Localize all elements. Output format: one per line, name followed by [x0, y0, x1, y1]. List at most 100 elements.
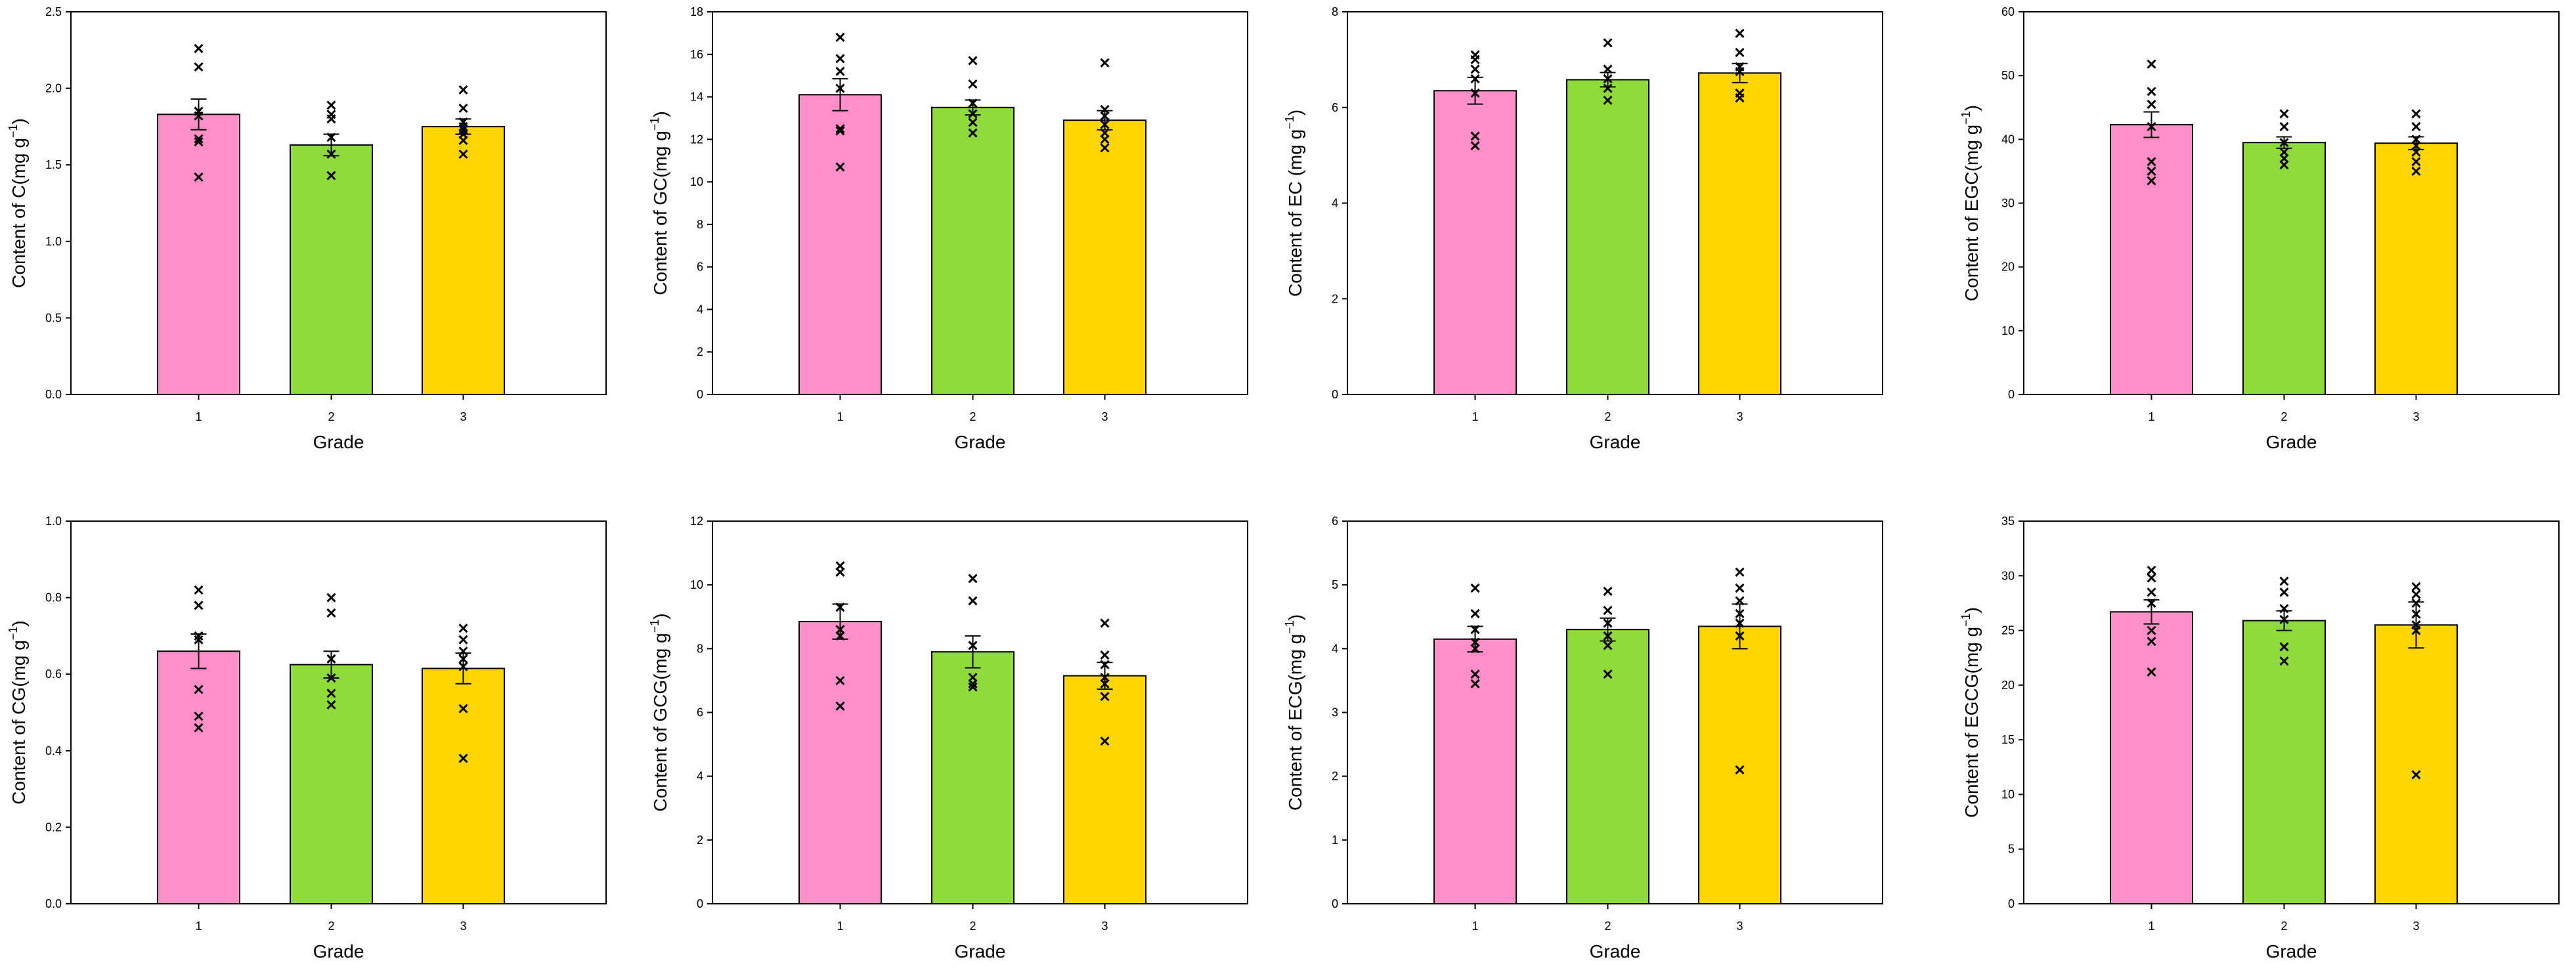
bar-grade-2	[290, 664, 373, 904]
data-point	[1735, 567, 1745, 577]
bar-grade-2	[931, 651, 1015, 904]
data-point	[968, 56, 978, 66]
data-point	[2411, 109, 2421, 119]
chart-panel-4: 0 10 20 30 40 50 60 1 2 3 Grade Content of EGC(mg g…	[1959, 5, 2560, 452]
data-point	[1603, 64, 1613, 74]
data-point	[1100, 660, 1110, 669]
data-point	[835, 83, 845, 93]
x-axis-title: Grade	[2266, 941, 2317, 962]
y-tick-label: 0	[697, 388, 703, 401]
data-point	[2411, 625, 2421, 635]
data-point	[194, 111, 204, 121]
data-point	[326, 654, 336, 664]
data-point	[835, 124, 845, 134]
data-point	[835, 631, 845, 641]
y-axis-title-exponent: −1	[1959, 111, 1973, 125]
data-point	[2279, 138, 2289, 148]
data-point	[1100, 143, 1110, 153]
bar-grade-2	[931, 106, 1015, 395]
y-tick-label: 0.8	[45, 591, 62, 604]
data-point	[968, 117, 978, 127]
y-axis-title-suffix: )	[1961, 105, 1982, 111]
data-point	[326, 700, 336, 709]
data-point	[1100, 679, 1110, 688]
data-point	[2279, 576, 2289, 586]
chart-panel-3: 0 2 4 6 8 1 2 3 Grade Content of EC (mg g−1)	[1283, 5, 1883, 452]
data-point	[458, 662, 468, 671]
data-point	[1735, 28, 1745, 38]
data-point	[194, 43, 204, 54]
data-point	[835, 162, 845, 172]
data-point	[835, 701, 845, 711]
y-tick-label: 1.5	[45, 158, 62, 171]
data-point	[458, 624, 468, 633]
y-tick-label: 2.0	[45, 82, 62, 95]
y-axis-title: Content of EC (mg g−1)	[1283, 110, 1305, 297]
data-point	[1470, 608, 1480, 618]
y-tick-label: 1.0	[45, 235, 62, 248]
bar-grade-3	[1698, 625, 1781, 904]
x-axis-title: Grade	[2266, 432, 2317, 452]
x-tick-label: 2	[2281, 410, 2287, 423]
x-tick-label: 1	[2148, 410, 2154, 423]
y-axis-title: Content of ECG(mg g−1)	[1283, 614, 1305, 811]
y-axis-title-exponent: −1	[648, 117, 661, 131]
data-point	[458, 149, 468, 159]
y-tick-label: 6	[697, 261, 703, 274]
y-tick-label: 30	[2001, 197, 2015, 210]
data-point	[2411, 598, 2421, 608]
y-axis-title-unit: mg g	[1285, 129, 1305, 170]
x-tick-label: 3	[2412, 920, 2419, 933]
data-point	[1603, 631, 1613, 641]
data-point	[458, 654, 468, 664]
data-point	[1470, 669, 1480, 679]
data-point	[2279, 604, 2289, 614]
y-axis-title-exponent: −1	[7, 125, 20, 138]
error-bar	[832, 78, 848, 112]
y-axis-title-prefix: Content of CG(	[9, 681, 29, 805]
bar-grade-2	[1566, 79, 1649, 395]
data-point	[194, 585, 204, 595]
y-tick-label: 0.6	[45, 667, 62, 681]
data-point	[1735, 631, 1745, 641]
data-point	[2411, 121, 2421, 131]
y-tick-label: 60	[2001, 5, 2015, 18]
error-bar	[190, 98, 207, 131]
y-tick-label: 8	[697, 218, 703, 231]
bar-grade-3	[2374, 624, 2458, 904]
data-point	[1470, 54, 1480, 64]
data-point	[326, 171, 336, 180]
data-point	[458, 635, 468, 645]
x-tick-label: 2	[328, 410, 334, 423]
y-tick-label: 1.0	[45, 515, 62, 528]
data-point	[2411, 609, 2421, 619]
data-point	[835, 126, 845, 136]
data-point	[2411, 166, 2421, 176]
x-tick-label: 3	[1101, 920, 1108, 933]
x-tick-label: 2	[969, 920, 976, 933]
x-tick-label: 3	[460, 920, 466, 933]
data-point	[1470, 583, 1480, 593]
bar-grade-3	[1063, 675, 1146, 904]
x-tick-label: 1	[195, 920, 202, 933]
data-point	[2279, 656, 2289, 666]
error-bar	[1732, 603, 1748, 650]
y-tick-label: 18	[690, 5, 703, 18]
y-tick-label: 0	[1332, 388, 1338, 401]
data-point	[1100, 135, 1110, 144]
data-point	[1100, 111, 1110, 121]
y-tick-label: 0	[1332, 897, 1338, 910]
y-tick-label: 16	[690, 48, 703, 61]
x-tick-label: 1	[837, 410, 843, 423]
y-axis-title-exponent: −1	[1283, 620, 1296, 634]
y-tick-label: 5	[2008, 843, 2015, 856]
data-point	[968, 679, 978, 688]
data-point	[1470, 74, 1480, 84]
y-tick-label: 2	[697, 834, 703, 847]
x-axis-title: Grade	[1590, 432, 1641, 452]
x-tick-label: 3	[1736, 920, 1743, 933]
data-point	[1603, 586, 1613, 596]
data-point	[2279, 642, 2289, 652]
